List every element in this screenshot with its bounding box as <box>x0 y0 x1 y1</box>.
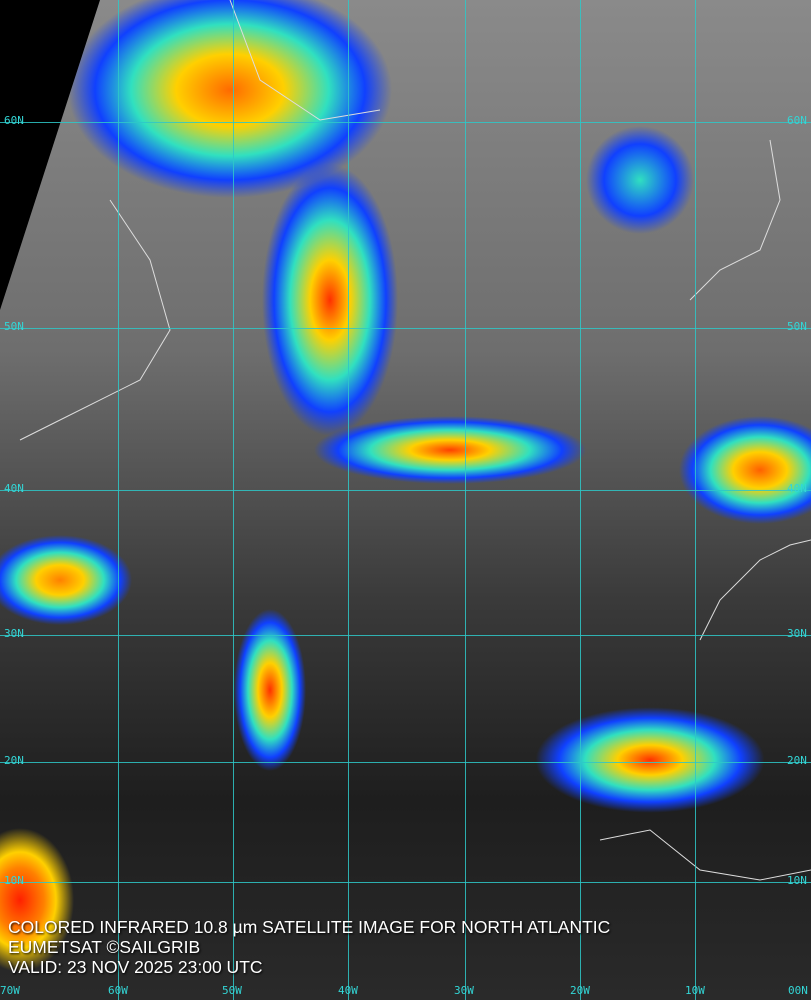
caption-valid-time: VALID: 23 NOV 2025 23:00 UTC <box>8 957 263 977</box>
parallel-50n <box>0 328 811 329</box>
lat-label-30n-right: 30N <box>787 627 807 640</box>
parallel-30n <box>0 635 811 636</box>
lat-label-10n-right: 10N <box>787 874 807 887</box>
parallel-60n <box>0 122 811 123</box>
parallel-40n <box>0 490 811 491</box>
parallel-10n <box>0 882 811 883</box>
caption-title: COLORED INFRARED 10.8 µm SATELLITE IMAGE… <box>8 917 611 937</box>
meridian-30w <box>465 0 466 1000</box>
meridian-60w <box>118 0 119 1000</box>
lon-label-70w: 70W <box>0 984 20 997</box>
meridian-10w <box>695 0 696 1000</box>
meridian-50w <box>233 0 234 1000</box>
parallel-20n <box>0 762 811 763</box>
lon-label-20w: 20W <box>570 984 590 997</box>
lon-label-00: 00N <box>788 984 808 997</box>
lat-label-60n-left: 60N <box>4 114 24 127</box>
lat-label-40n-right: 40N <box>787 482 807 495</box>
lat-label-10n-left: 10N <box>4 874 24 887</box>
lon-label-30w: 30W <box>454 984 474 997</box>
lon-label-60w: 60W <box>108 984 128 997</box>
lon-label-10w: 10W <box>685 984 705 997</box>
meridian-20w <box>580 0 581 1000</box>
caption-source: EUMETSAT ©SAILGRIB <box>8 937 201 957</box>
no-data-region <box>0 0 100 310</box>
lat-label-20n-left: 20N <box>4 754 24 767</box>
lon-label-40w: 40W <box>338 984 358 997</box>
lat-label-20n-right: 20N <box>787 754 807 767</box>
lat-label-30n-left: 30N <box>4 627 24 640</box>
lat-label-50n-left: 50N <box>4 320 24 333</box>
lat-label-60n-right: 60N <box>787 114 807 127</box>
meridian-40w <box>348 0 349 1000</box>
lat-label-50n-right: 50N <box>787 320 807 333</box>
lat-label-40n-left: 40N <box>4 482 24 495</box>
lon-label-50w: 50W <box>222 984 242 997</box>
image-caption: COLORED INFRARED 10.8 µm SATELLITE IMAGE… <box>8 917 610 977</box>
